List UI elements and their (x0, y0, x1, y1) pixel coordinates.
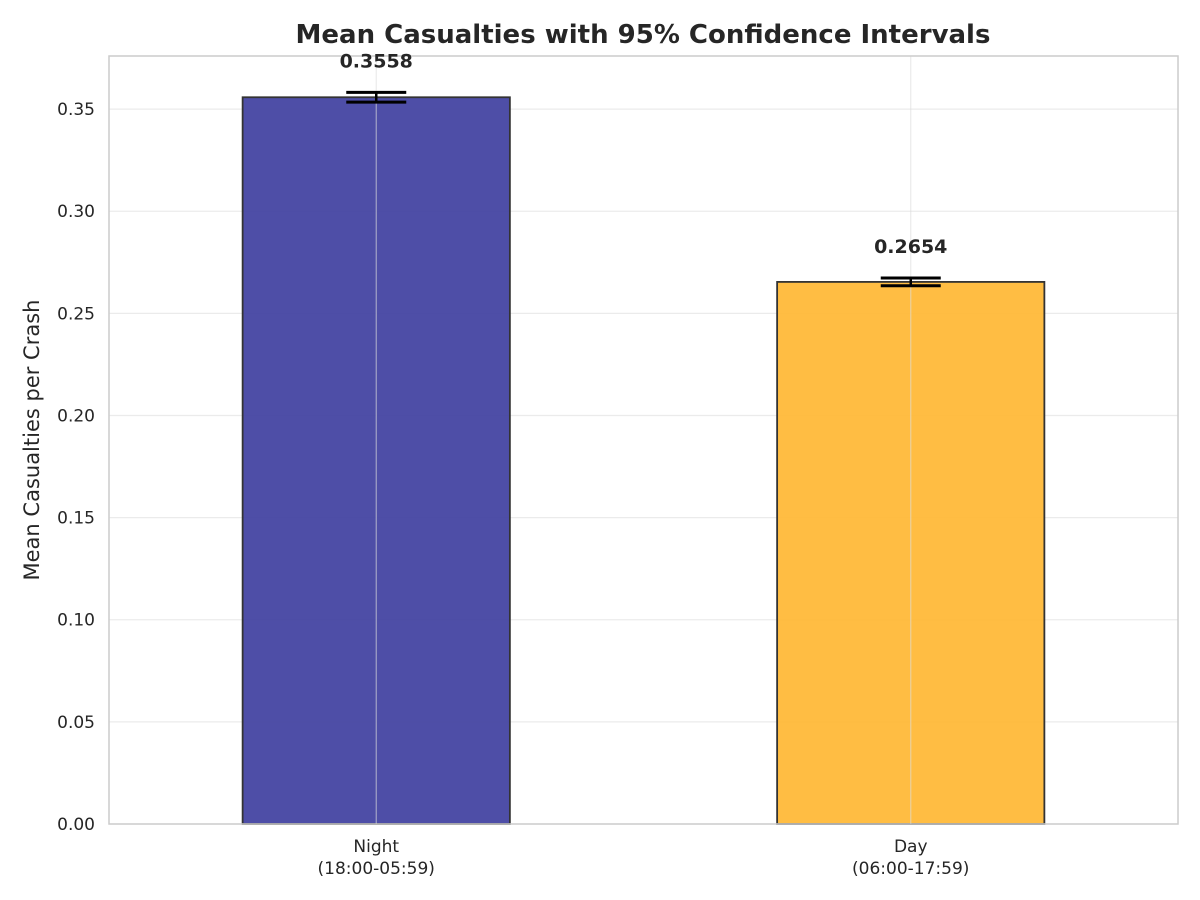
plot-frame (108, 55, 1179, 825)
y-tick-label: 0.15 (57, 509, 95, 529)
x-tick-label: (18:00-05:59) (318, 859, 435, 879)
y-tick-label: 0.25 (57, 304, 95, 324)
y-tick-label: 0.20 (57, 406, 95, 426)
y-tick-label: 0.35 (57, 100, 95, 120)
data-labels: 0.3558 0.2654 (340, 50, 948, 258)
y-ticks: 0.00 0.05 0.10 0.15 0.20 0.25 0.30 0.35 (57, 100, 95, 835)
bar-value-label: 0.2654 (874, 236, 947, 258)
y-axis-label: Mean Casualties per Crash (20, 300, 44, 581)
error-bars (346, 90, 941, 288)
x-tick-label: Night (353, 837, 399, 857)
vertical-grid (375, 56, 912, 824)
y-tick-label: 0.10 (57, 611, 95, 631)
y-tick-label: 0.00 (57, 815, 95, 835)
bar-value-label: 0.3558 (340, 50, 413, 72)
x-tick-label: Day (894, 837, 928, 857)
chart-title: Mean Casualties with 95% Confidence Inte… (296, 20, 991, 50)
y-tick-label: 0.30 (57, 202, 95, 222)
x-tick-label: (06:00-17:59) (852, 859, 969, 879)
x-ticks: Night(18:00-05:59) Day(06:00-17:59) (318, 837, 970, 879)
y-tick-label: 0.05 (57, 713, 95, 733)
